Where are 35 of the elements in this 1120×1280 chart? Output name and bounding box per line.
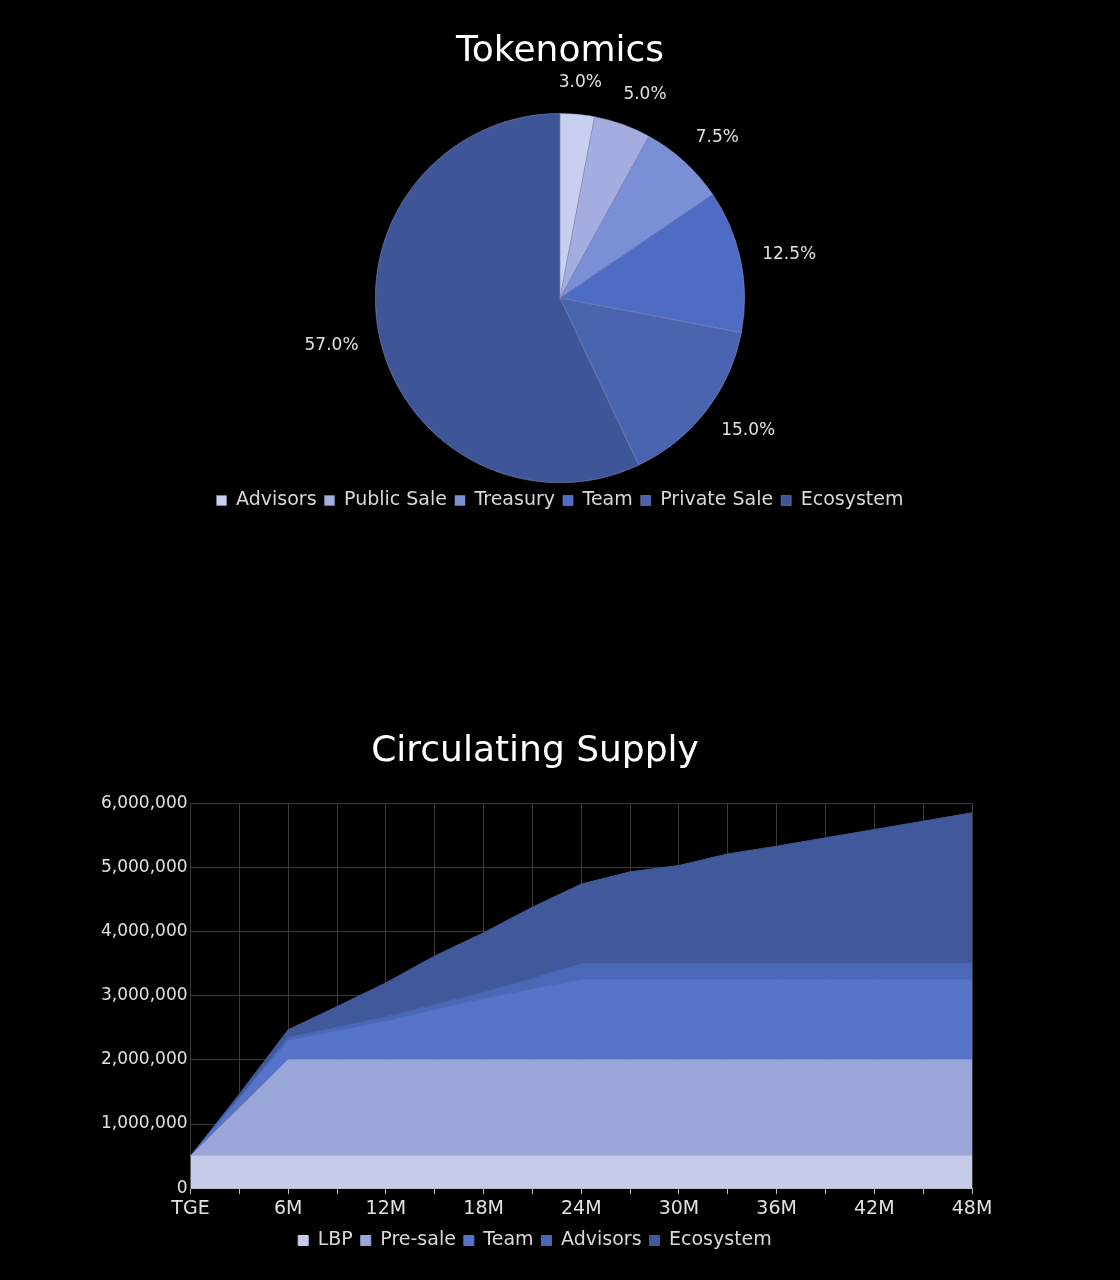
x-tick-label: 42M: [854, 1195, 895, 1218]
data-label: 3.0%: [558, 70, 602, 91]
y-tick-label: 1,000,000: [100, 1112, 188, 1133]
data-label: 7.5%: [695, 126, 740, 147]
y-tick-label: 0: [176, 1176, 188, 1197]
y-tick-label: 3,000,000: [100, 984, 188, 1005]
legend-label: Public Sale: [344, 487, 447, 510]
chart-title: Tokenomics: [454, 27, 665, 69]
x-tick-label: 18M: [463, 1195, 504, 1218]
legend-label: Ecosystem: [669, 1227, 772, 1250]
legend-label: Treasury: [473, 487, 556, 510]
x-tick-label: 30M: [658, 1195, 700, 1218]
x-tick-label: 36M: [756, 1195, 797, 1218]
y-tick-label: 4,000,000: [100, 919, 188, 940]
x-tick-label: TGE: [170, 1195, 210, 1218]
data-label: 15.0%: [721, 419, 776, 440]
y-tick-label: 2,000,000: [100, 1048, 188, 1069]
legend-label: Pre-sale: [380, 1227, 456, 1250]
x-tick-label: 24M: [560, 1195, 602, 1218]
legend-label: LBP: [317, 1227, 353, 1250]
data-label: 12.5%: [762, 242, 817, 263]
x-tick-label: 6M: [273, 1195, 303, 1218]
legend-label: Advisors: [236, 487, 317, 510]
y-tick-label: 5,000,000: [100, 855, 188, 876]
legend-label: Team: [581, 487, 633, 510]
data-label: 5.0%: [623, 82, 667, 103]
y-tick-label: 6,000,000: [100, 791, 188, 812]
data-label: 57.0%: [304, 333, 359, 354]
legend-label: Team: [482, 1227, 534, 1250]
x-tick-label: 48M: [951, 1195, 993, 1218]
chart-title: Circulating Supply: [371, 727, 699, 769]
legend-label: Ecosystem: [800, 487, 904, 510]
legend-label: Advisors: [561, 1227, 642, 1250]
x-tick-label: 12M: [365, 1195, 407, 1218]
legend-label: Private Sale: [660, 487, 774, 510]
